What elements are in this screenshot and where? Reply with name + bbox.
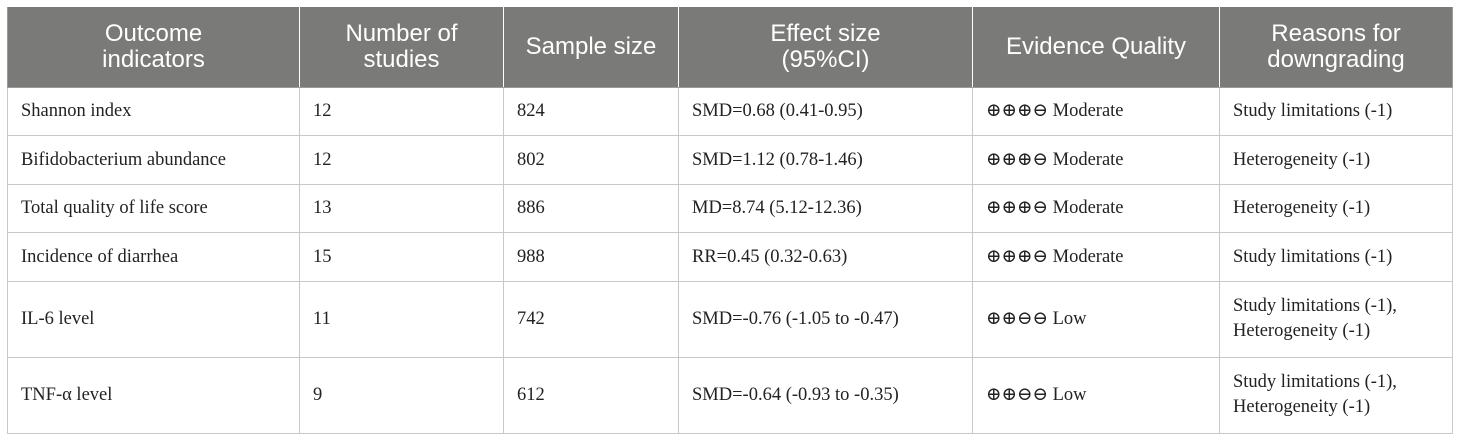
header-number-of-studies: Number of studies <box>299 7 504 88</box>
table-row: Total quality of life score 13 886 MD=8.… <box>7 183 1453 233</box>
cell-outcome: Shannon index <box>7 86 300 136</box>
cell-outcome: Bifidobacterium abundance <box>7 135 300 185</box>
table-row: TNF-α level 9 612 SMD=-0.64 (-0.93 to -0… <box>7 356 1453 434</box>
header-sample-size: Sample size <box>503 7 679 88</box>
header-line: Effect size <box>770 19 881 47</box>
table-row: IL-6 level 11 742 SMD=-0.76 (-1.05 to -0… <box>7 280 1453 358</box>
cell-sample-size: 802 <box>503 135 679 185</box>
table-row: Bifidobacterium abundance 12 802 SMD=1.1… <box>7 135 1453 185</box>
reason-line: Heterogeneity (-1) <box>1233 397 1371 417</box>
cell-evidence-quality: ⊕⊕⊕⊖ Moderate <box>972 232 1220 282</box>
header-line: (95%CI) <box>781 45 870 73</box>
header-line: indicators <box>102 45 205 73</box>
cell-sample-size: 612 <box>503 356 679 434</box>
reason-line: Study limitations (-1), <box>1233 372 1397 392</box>
header-row: Outcome indicators Number of studies Sam… <box>7 7 1453 88</box>
reason-line: Heterogeneity (-1) <box>1233 321 1371 341</box>
cell-studies: 12 <box>299 86 504 136</box>
header-line: Evidence Quality <box>1005 32 1187 60</box>
header-line: Sample size <box>525 32 657 60</box>
header-evidence-quality: Evidence Quality <box>972 7 1220 88</box>
reason-line: Study limitations (-1), <box>1233 296 1397 316</box>
cell-studies: 12 <box>299 135 504 185</box>
cell-evidence-quality: ⊕⊕⊕⊖ Moderate <box>972 86 1220 136</box>
header-effect-size: Effect size (95%CI) <box>678 7 973 88</box>
reason-line: Heterogeneity (-1) <box>1233 149 1371 170</box>
cell-effect-size: SMD=0.68 (0.41-0.95) <box>678 86 973 136</box>
cell-studies: 13 <box>299 183 504 233</box>
table-row: Shannon index 12 824 SMD=0.68 (0.41-0.95… <box>7 86 1453 136</box>
header-reasons-for-downgrading: Reasons for downgrading <box>1219 7 1453 88</box>
cell-sample-size: 742 <box>503 280 679 358</box>
cell-outcome: Total quality of life score <box>7 183 300 233</box>
cell-effect-size: SMD=1.12 (0.78-1.46) <box>678 135 973 185</box>
header-line: Reasons for <box>1271 19 1401 47</box>
header-line: Number of <box>345 19 458 47</box>
header-line: Outcome <box>104 19 203 47</box>
cell-outcome: IL-6 level <box>7 280 300 358</box>
cell-sample-size: 886 <box>503 183 679 233</box>
cell-evidence-quality: ⊕⊕⊖⊖ Low <box>972 280 1220 358</box>
cell-effect-size: MD=8.74 (5.12-12.36) <box>678 183 973 233</box>
cell-effect-size: SMD=-0.76 (-1.05 to -0.47) <box>678 280 973 358</box>
cell-reasons: Heterogeneity (-1) <box>1219 135 1453 185</box>
cell-outcome: TNF-α level <box>7 356 300 434</box>
cell-evidence-quality: ⊕⊕⊖⊖ Low <box>972 356 1220 434</box>
table-row: Incidence of diarrhea 15 988 RR=0.45 (0.… <box>7 232 1453 282</box>
reason-line: Study limitations (-1) <box>1233 101 1393 122</box>
cell-reasons: Study limitations (-1) <box>1219 86 1453 136</box>
evidence-quality-table: Outcome indicators Number of studies Sam… <box>7 7 1453 434</box>
cell-evidence-quality: ⊕⊕⊕⊖ Moderate <box>972 135 1220 185</box>
cell-reasons: Study limitations (-1), Heterogeneity (-… <box>1219 356 1453 434</box>
cell-evidence-quality: ⊕⊕⊕⊖ Moderate <box>972 183 1220 233</box>
cell-studies: 9 <box>299 356 504 434</box>
cell-studies: 15 <box>299 232 504 282</box>
cell-reasons: Study limitations (-1), Heterogeneity (-… <box>1219 280 1453 358</box>
cell-effect-size: SMD=-0.64 (-0.93 to -0.35) <box>678 356 973 434</box>
cell-reasons: Study limitations (-1) <box>1219 232 1453 282</box>
reason-line: Heterogeneity (-1) <box>1233 198 1371 219</box>
header-line: studies <box>363 45 440 73</box>
cell-effect-size: RR=0.45 (0.32-0.63) <box>678 232 973 282</box>
header-line: downgrading <box>1267 45 1405 73</box>
cell-outcome: Incidence of diarrhea <box>7 232 300 282</box>
cell-studies: 11 <box>299 280 504 358</box>
header-outcome-indicators: Outcome indicators <box>7 7 300 88</box>
cell-sample-size: 988 <box>503 232 679 282</box>
evidence-quality-table-container: Outcome indicators Number of studies Sam… <box>7 7 1453 434</box>
cell-reasons: Heterogeneity (-1) <box>1219 183 1453 233</box>
cell-sample-size: 824 <box>503 86 679 136</box>
reason-line: Study limitations (-1) <box>1233 246 1393 267</box>
table-body: Shannon index 12 824 SMD=0.68 (0.41-0.95… <box>7 86 1453 434</box>
table-header: Outcome indicators Number of studies Sam… <box>7 7 1453 88</box>
